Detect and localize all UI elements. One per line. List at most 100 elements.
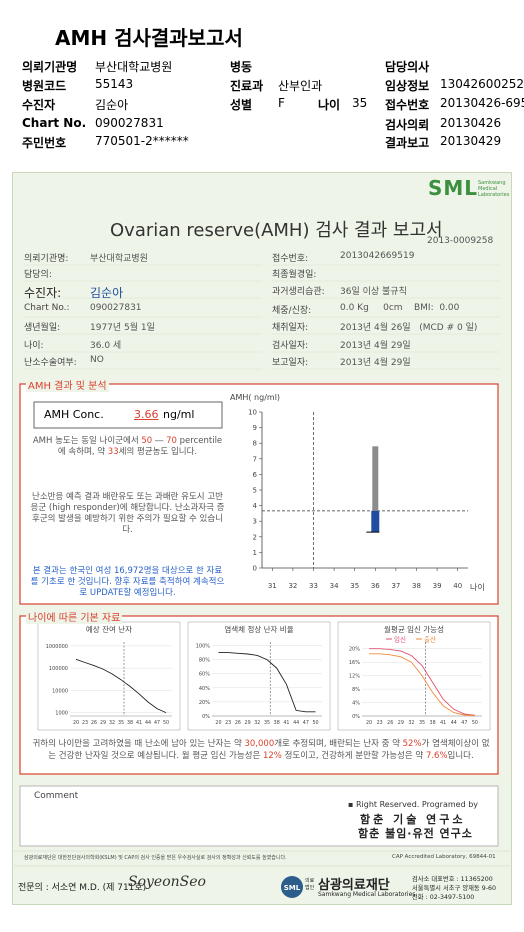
y-tick-label: 12% [349, 674, 360, 680]
y-tick-label: 0% [352, 714, 360, 720]
field-label: 결과보고 [385, 136, 430, 150]
mini-chart-title: 염색체 정상 난자 비율 [224, 624, 293, 634]
y-tick-label: 4 [253, 502, 258, 510]
x-tick-label: 23 [225, 720, 231, 726]
x-tick-label: 20 [215, 720, 221, 726]
info-value: 김순아 [90, 286, 124, 300]
y-tick-label: 5 [253, 487, 257, 495]
y-tick-label: 3 [253, 518, 257, 526]
series-line [369, 648, 475, 716]
info-value: 36일 이상 불규칙 [340, 287, 407, 297]
lab-name: 함춘 불임·유전 연구소 [358, 827, 473, 840]
info-value: NO [90, 355, 104, 365]
text: 세의 평균농도 입니다. [118, 447, 198, 457]
y-tick-label: 2 [253, 533, 257, 541]
x-tick-label: 47 [303, 720, 309, 726]
y-tick-label: 10000 [52, 688, 68, 694]
x-tick-label: 50 [312, 720, 318, 726]
info-value: 2013년 4월 26일 (MCD # 0 일) [340, 323, 478, 333]
field-label: 검사의뢰 [385, 118, 430, 132]
legend-label: 출산 [424, 635, 436, 644]
range-bar [372, 446, 379, 533]
paragraph: AMH 농도는 동일 나이군에서 50 ― 70 percentile에 속하며… [30, 436, 225, 458]
info-value: 2013042669519 [340, 251, 415, 261]
x-tick-label: 26 [387, 720, 393, 726]
field-value: 20130426-695 [440, 96, 524, 110]
x-tick-label: 47 [461, 720, 467, 726]
highlight-text: 50 [141, 436, 153, 446]
org-logo [281, 876, 303, 898]
section-title: AMH 결과 및 분석 [26, 377, 109, 392]
x-tick-label: 23 [377, 720, 383, 726]
highlight-text: 12% [262, 751, 282, 761]
info-label: 생년월일: [24, 323, 61, 333]
x-tick-label: 34 [330, 582, 339, 590]
highlight-text: 7.6% [425, 751, 448, 761]
info-label: 의뢰기관명: [24, 254, 69, 264]
axis-label: AMH( ng/ml) [230, 393, 281, 402]
text: 정도이고, 건강하게 분만할 가능성은 약 [281, 751, 426, 761]
conc-box [33, 401, 223, 429]
mini-chart-frame [337, 621, 491, 731]
info-label: 채취일자: [272, 323, 309, 333]
x-tick-label: 33 [309, 582, 318, 590]
field-value: 35 [352, 96, 368, 110]
info-label: 최종월경일: [272, 270, 317, 280]
comment-box [19, 785, 499, 847]
report-number: 2013-0009258 [427, 236, 494, 246]
highlight-text: 30,000 [244, 739, 275, 749]
x-tick-label: 35 [118, 720, 124, 726]
doctor: 전문의 : 서소연 M.D. (제 711호) [18, 883, 147, 893]
field-value: 20130429 [440, 134, 502, 148]
x-tick-label: 29 [100, 720, 106, 726]
paragraph: 귀하의 나이만을 고려하였을 때 난소에 남아 있는 난자는 약 30,000개… [30, 738, 492, 762]
field-value: 090027831 [95, 116, 164, 130]
info-value: 부산대학교병원 [90, 254, 148, 264]
x-tick-label: 44 [145, 720, 151, 726]
text: AMH 농도는 동일 나이군에서 [32, 436, 142, 446]
x-tick-label: 41 [136, 720, 142, 726]
x-tick-label: 32 [408, 720, 414, 726]
info-label: Chart No.: [24, 303, 70, 313]
highlight-text: 33 [107, 447, 119, 457]
x-tick-label: 44 [451, 720, 457, 726]
x-tick-label: 26 [91, 720, 97, 726]
info-label: 수진자: [24, 286, 62, 300]
field-value: 55143 [95, 77, 134, 91]
y-tick-label: 40% [199, 686, 210, 692]
x-tick-label: 35 [264, 720, 270, 726]
x-tick-label: 23 [82, 720, 88, 726]
info-label: 나이: [24, 341, 44, 351]
axis-label: 나이 [470, 582, 485, 592]
y-tick-label: 9 [253, 424, 257, 432]
text: ― [152, 436, 167, 446]
x-tick-label: 32 [254, 720, 260, 726]
series-line [218, 652, 316, 713]
info-value: 090027831 [90, 303, 142, 313]
field-value: 부산대학교병원 [95, 60, 173, 74]
x-tick-label: 40 [453, 582, 462, 590]
x-tick-label: 32 [288, 582, 297, 590]
y-tick-label: 10 [248, 409, 257, 417]
logo-subtitle: Samkwang [478, 180, 506, 186]
section-title: 나이에 따른 기본 자료 [26, 609, 123, 624]
text: percentile에 속하며, 약 [57, 436, 223, 457]
contact-line: 검사소 대표번호 : 11365200 [412, 876, 493, 883]
logo: SML [428, 176, 479, 200]
field-label: 담당의사 [385, 60, 430, 74]
info-label: 체중/신장: [272, 306, 312, 316]
x-tick-label: 31 [268, 582, 277, 590]
x-tick-label: 35 [419, 720, 425, 726]
y-tick-label: 4% [352, 701, 360, 707]
contact-line: 서울특별시 서초구 양재동 9-60 [412, 885, 497, 892]
x-tick-label: 38 [430, 720, 436, 726]
cap-text: CAP Accredited Laboratory, 69844-01 [392, 854, 496, 860]
conc-value: 3.66 [134, 408, 159, 421]
y-tick-label: 8% [352, 687, 360, 693]
footer-note: 삼광의료재단은 대한진단검사의학회(KSLM) 및 CAP의 검사 인증을 받은… [24, 855, 287, 861]
x-tick-label: 38 [412, 582, 421, 590]
field-value: 20130426 [440, 116, 502, 130]
info-value: 2013년 4월 29일 [340, 341, 411, 351]
info-label: 과거생리습관: [272, 287, 325, 297]
org-name: 삼광의료재단 [318, 878, 390, 893]
